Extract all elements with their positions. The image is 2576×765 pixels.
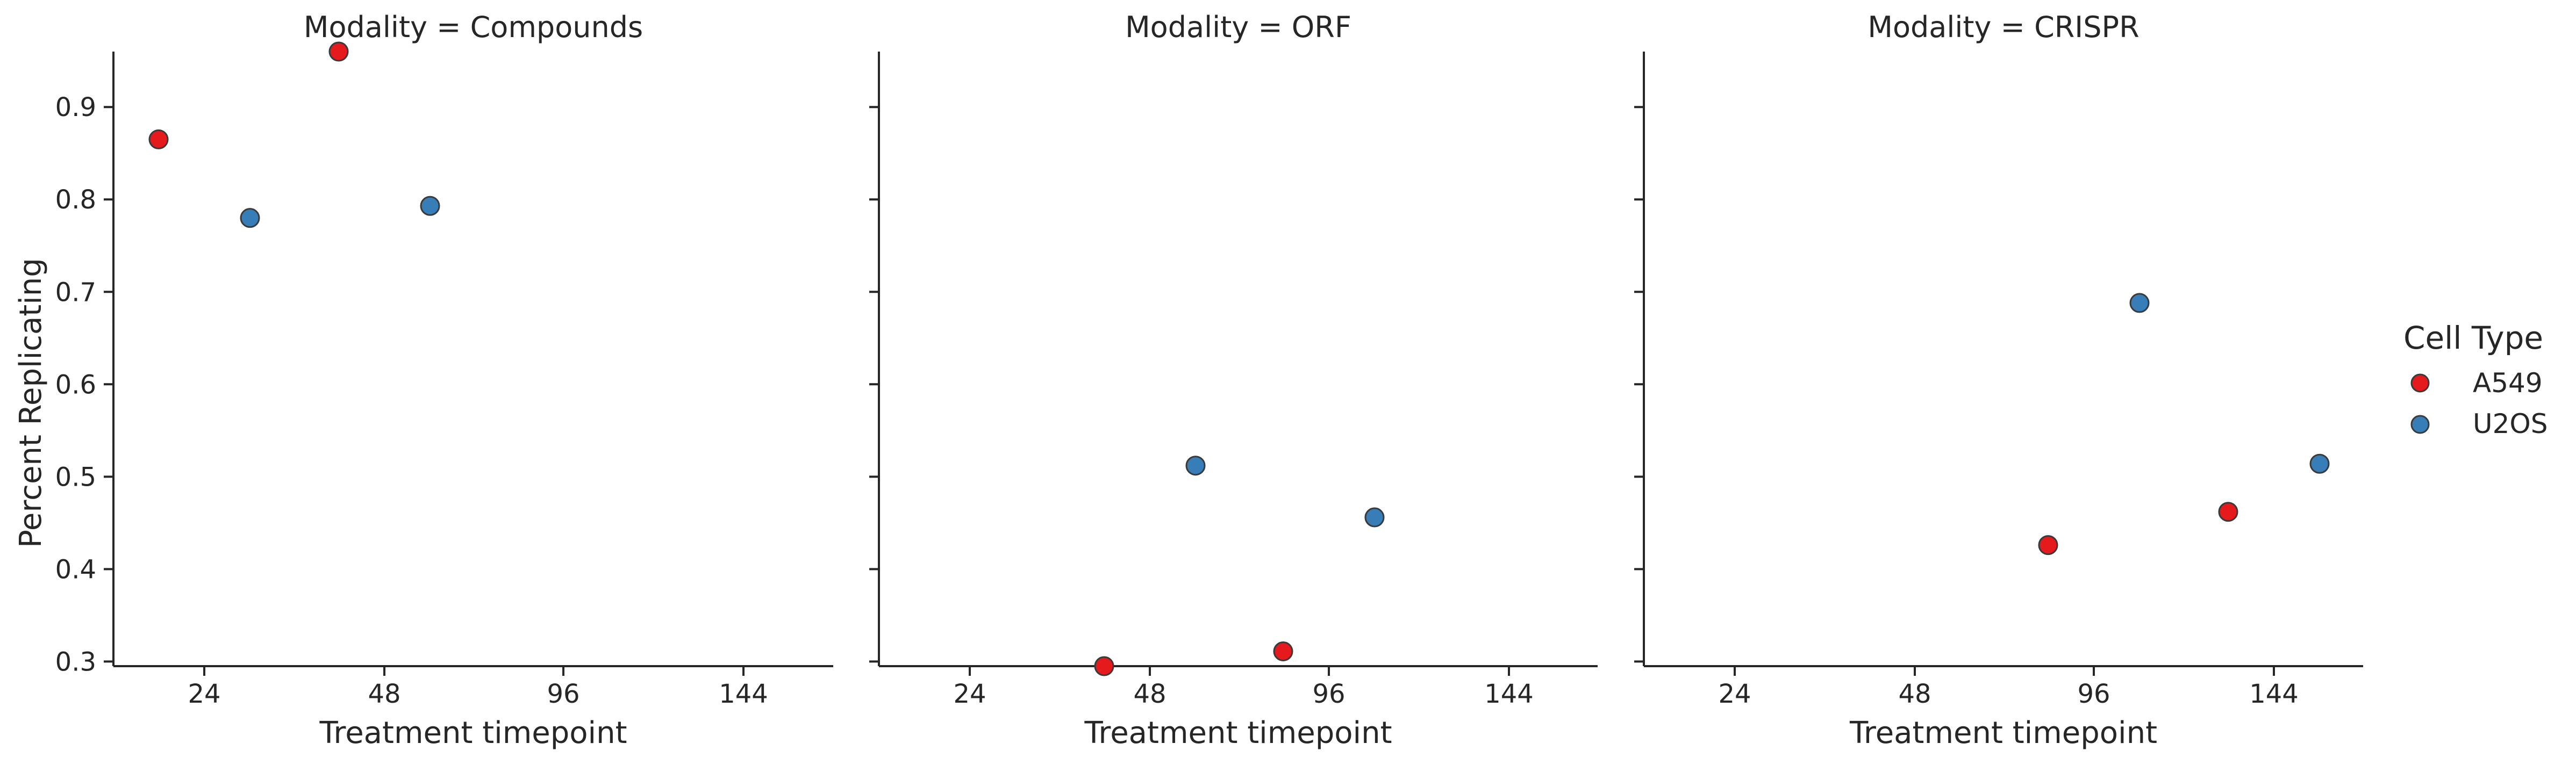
x-axis-label: Treatment timepoint: [1084, 716, 1392, 750]
data-point-a549: [1273, 641, 1293, 661]
y-tick-label: 0.8: [55, 185, 96, 215]
x-tick-label: 48: [1133, 679, 1166, 709]
data-point-u2os: [240, 208, 260, 228]
y-tick-label: 0.3: [55, 647, 96, 677]
x-tick-label: 24: [1718, 679, 1751, 709]
legend-marker-a549: [2410, 373, 2430, 393]
x-axis-label: Treatment timepoint: [319, 716, 627, 750]
data-point-a549: [148, 129, 169, 149]
x-tick-label: 48: [368, 679, 400, 709]
data-point-u2os: [2309, 453, 2330, 474]
x-tick-label: 144: [719, 679, 768, 709]
data-point-u2os: [1364, 507, 1385, 528]
y-tick-label: 0.5: [55, 462, 96, 492]
y-tick-label: 0.9: [55, 92, 96, 122]
data-point-u2os: [2129, 293, 2150, 313]
legend: Cell Type A549 U2OS: [2403, 320, 2548, 439]
x-tick-label: 96: [2077, 679, 2110, 709]
legend-title: Cell Type: [2403, 320, 2543, 356]
data-point-a549: [2218, 502, 2238, 522]
data-point-a549: [1094, 656, 1114, 676]
y-axis-label: Percent Replicating: [13, 258, 48, 548]
data-point-a549: [2038, 535, 2058, 555]
x-tick-label: 48: [1898, 679, 1931, 709]
panel-title: Modality = ORF: [1125, 10, 1351, 44]
x-tick-label: 24: [953, 679, 986, 709]
legend-marker-u2os: [2410, 415, 2430, 434]
x-tick-label: 96: [1312, 679, 1345, 709]
y-tick-label: 0.6: [55, 370, 96, 400]
legend-label-u2os: U2OS: [2473, 408, 2548, 439]
y-tick-label: 0.7: [55, 277, 96, 307]
panel-title: Modality = CRISPR: [1867, 10, 2139, 44]
x-axis-label: Treatment timepoint: [1849, 716, 2157, 750]
data-point-a549: [328, 41, 349, 62]
x-tick-label: 144: [2249, 679, 2299, 709]
x-tick-label: 24: [188, 679, 220, 709]
legend-label-a549: A549: [2473, 367, 2543, 399]
y-tick-label: 0.4: [55, 554, 96, 584]
data-point-u2os: [1185, 456, 1206, 476]
data-point-u2os: [420, 196, 440, 216]
x-tick-label: 96: [547, 679, 579, 709]
x-tick-label: 144: [1484, 679, 1534, 709]
panel-title: Modality = Compounds: [304, 10, 643, 44]
